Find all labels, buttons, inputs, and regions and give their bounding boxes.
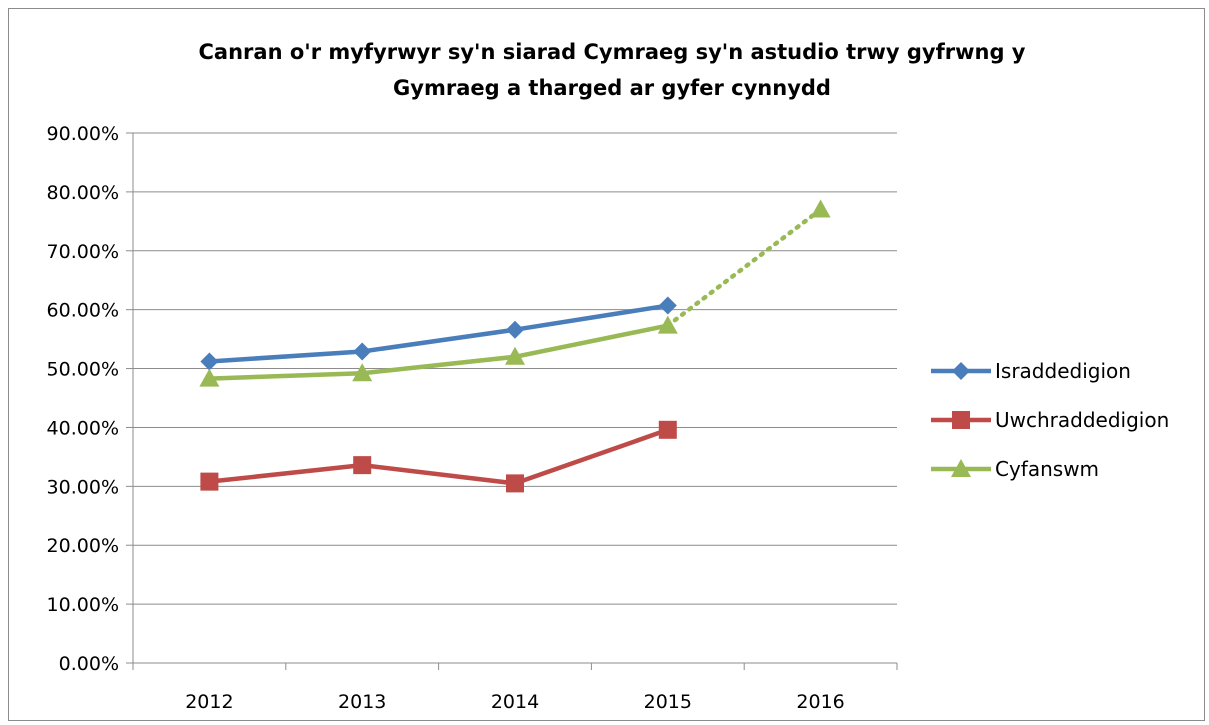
series-israddedigion xyxy=(200,296,677,371)
x-tick-label-2015: 2015 xyxy=(644,691,692,713)
legend-swatch-marker-uwchraddedigion xyxy=(952,411,970,429)
data-point-israddedigion-2014 xyxy=(506,320,524,339)
data-point-uwchraddedigion-2012 xyxy=(200,472,219,491)
y-axis-tick-labels: 0.00% 10.00% 20.00% 30.00% 40.00% 50.00% 60.00… xyxy=(47,123,119,675)
y-tick-label-90: 90.00% xyxy=(47,123,119,145)
data-point-israddedigion-2012 xyxy=(200,352,219,371)
y-tick-label-20: 20.00% xyxy=(47,535,119,557)
series-cyfanswm xyxy=(199,199,831,387)
x-tick-label-2013: 2013 xyxy=(338,691,386,713)
line-chart: Canran o'r myfyrwyr sy'n siarad Cymraeg … xyxy=(47,40,1170,713)
x-tick-label-2016: 2016 xyxy=(796,691,844,713)
y-tick-label-50: 50.00% xyxy=(47,359,119,381)
data-point-cyfanswm-2012 xyxy=(199,368,220,387)
series-line-israddedigion xyxy=(207,303,671,364)
x-tick-label-2014: 2014 xyxy=(491,691,539,713)
y-tick-label-60: 60.00% xyxy=(47,300,119,322)
legend-swatch-marker-cyfanswm xyxy=(951,459,971,477)
legend-label-israddedigion: Israddedigion xyxy=(995,359,1131,383)
axes xyxy=(126,132,898,670)
y-tick-label-70: 70.00% xyxy=(47,241,119,263)
gridlines xyxy=(133,132,897,605)
data-point-uwchraddedigion-2015 xyxy=(658,420,677,439)
chart-frame: Canran o'r myfyrwyr sy'n siarad Cymraeg … xyxy=(8,8,1205,721)
data-point-cyfanswm-2015 xyxy=(657,315,678,334)
data-point-uwchraddedigion-2014 xyxy=(506,474,524,493)
legend-label-uwchraddedigion: Uwchraddedigion xyxy=(995,408,1169,432)
y-tick-label-10: 10.00% xyxy=(47,594,119,616)
data-point-israddedigion-2015 xyxy=(658,296,677,315)
series-line-cyfanswm xyxy=(207,323,671,381)
series-uwchraddedigion xyxy=(200,420,677,493)
legend: Israddedigion Uwchraddedigion Cyfanswm xyxy=(931,359,1169,481)
legend-item-cyfanswm: Cyfanswm xyxy=(931,457,1099,481)
x-axis-tick-labels: 2012 2013 2014 2015 2016 xyxy=(185,691,845,713)
data-point-israddedigion-2013 xyxy=(353,342,372,361)
y-tick-label-0: 0.00% xyxy=(59,653,119,675)
series-lines xyxy=(199,199,831,493)
chart-title-line-1: Canran o'r myfyrwyr sy'n siarad Cymraeg … xyxy=(199,40,1026,64)
series-line-uwchraddedigion xyxy=(207,427,671,486)
legend-item-israddedigion: Israddedigion xyxy=(931,359,1131,383)
data-point-uwchraddedigion-2013 xyxy=(353,456,372,475)
y-tick-label-30: 30.00% xyxy=(47,476,119,498)
legend-label-cyfanswm: Cyfanswm xyxy=(995,457,1099,481)
chart-title-line-2: Gymraeg a tharged ar gyfer cynnydd xyxy=(393,76,831,100)
y-tick-label-40: 40.00% xyxy=(47,417,119,439)
y-tick-label-80: 80.00% xyxy=(47,182,119,204)
data-point-cyfanswm-2013 xyxy=(352,363,373,382)
data-point-cyfanswm-2014 xyxy=(505,346,525,365)
data-point-cyfanswm-2016 xyxy=(810,199,831,218)
series-target-line-cyfanswm xyxy=(665,207,823,328)
legend-swatch-marker-israddedigion xyxy=(952,362,970,380)
x-tick-label-2012: 2012 xyxy=(185,691,233,713)
legend-item-uwchraddedigion: Uwchraddedigion xyxy=(931,408,1169,432)
